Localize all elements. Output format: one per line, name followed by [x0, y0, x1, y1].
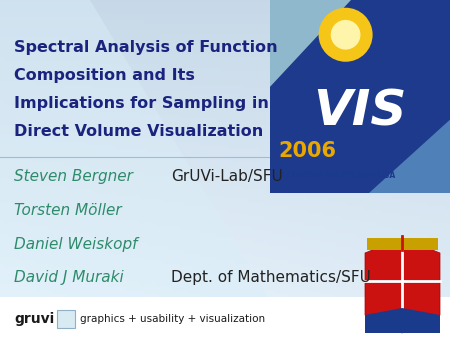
Text: Implications for Sampling in: Implications for Sampling in [14, 96, 269, 111]
Polygon shape [270, 0, 351, 87]
Polygon shape [0, 0, 292, 338]
Text: VIS: VIS [313, 88, 407, 136]
Text: gruvi: gruvi [14, 312, 54, 327]
Text: BALTIMORE·MARYLAND·USA: BALTIMORE·MARYLAND·USA [275, 171, 395, 180]
FancyBboxPatch shape [57, 310, 75, 329]
Text: Composition and Its: Composition and Its [14, 68, 195, 83]
Bar [270, 0, 450, 193]
Circle shape [319, 8, 373, 62]
Text: GrUVi-Lab/SFU: GrUVi-Lab/SFU [171, 169, 283, 184]
Text: Torsten Möller: Torsten Möller [14, 203, 122, 218]
Text: Direct Volume Visualization: Direct Volume Visualization [14, 124, 263, 139]
Polygon shape [365, 238, 440, 333]
Text: Dept. of Mathematics/SFU: Dept. of Mathematics/SFU [171, 270, 371, 285]
Polygon shape [365, 308, 440, 333]
Circle shape [331, 20, 360, 50]
Text: Spectral Analysis of Function: Spectral Analysis of Function [14, 40, 278, 55]
Polygon shape [369, 120, 450, 193]
Bar [0, 297, 450, 338]
Text: Steven Bergner: Steven Bergner [14, 169, 133, 184]
Bar [367, 238, 438, 250]
Text: David J Muraki: David J Muraki [14, 270, 124, 285]
Text: graphics + usability + visualization: graphics + usability + visualization [80, 314, 265, 324]
Text: Daniel Weiskopf: Daniel Weiskopf [14, 237, 138, 251]
Text: 2006: 2006 [278, 141, 336, 161]
